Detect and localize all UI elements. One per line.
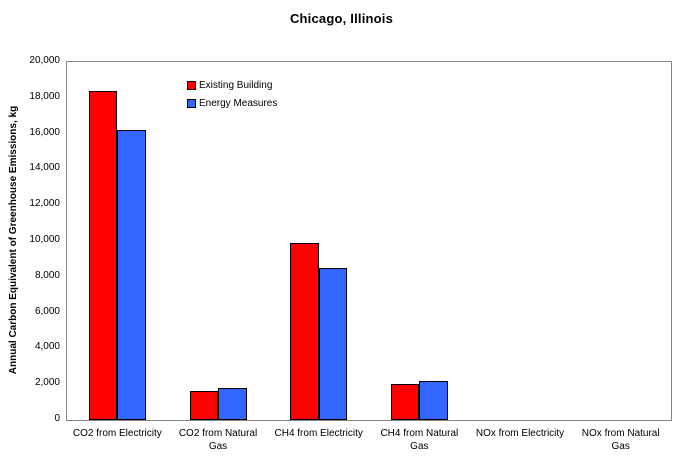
bar [218, 388, 247, 420]
y-tick-label: 2,000 [34, 377, 60, 389]
y-tick-label: 6,000 [34, 305, 60, 317]
legend-label: Energy Measures [199, 98, 278, 109]
x-axis-category-labels: CO2 from Electricity CO2 from Natural Gas C… [67, 427, 671, 453]
y-tick-label: 8,000 [34, 269, 60, 281]
bar [390, 384, 420, 420]
x-category-label: NOx from Natural Gas [581, 428, 660, 452]
legend-label: Existing Building [199, 80, 273, 91]
legend-item: Energy Measures [187, 97, 277, 110]
y-tick-label: 18,000 [29, 90, 60, 102]
bar [189, 391, 218, 420]
chart-title: Chicago, Illinois [289, 11, 394, 26]
y-tick-label: 14,000 [29, 162, 60, 174]
y-tick-label: 20,000 [29, 55, 60, 66]
y-tick-label: 16,000 [29, 126, 60, 138]
x-category-label: CO2 from Electricity [72, 428, 162, 439]
bar [290, 243, 319, 420]
x-category-label: CO2 from Natural Gas [178, 428, 258, 452]
y-tick-label: 4,000 [34, 341, 60, 353]
x-category-label: NOx from Electricity [475, 428, 565, 439]
legend-item: Existing Building [187, 79, 277, 92]
legend: Existing Building Energy Measures [187, 79, 277, 115]
y-tick-label: 12,000 [29, 198, 60, 210]
legend-color-swatch [187, 99, 196, 108]
legend-color-swatch [187, 81, 196, 90]
bar [117, 130, 146, 420]
x-category-label: CH4 from Natural Gas [380, 428, 459, 452]
bar [318, 268, 348, 420]
y-tick-label: 0 [54, 413, 60, 424]
x-category-label: CH4 from Electricity [274, 428, 363, 439]
bar [88, 91, 118, 420]
plot-area [66, 61, 672, 421]
y-tick-label: 10,000 [29, 234, 60, 245]
bar [419, 381, 448, 420]
